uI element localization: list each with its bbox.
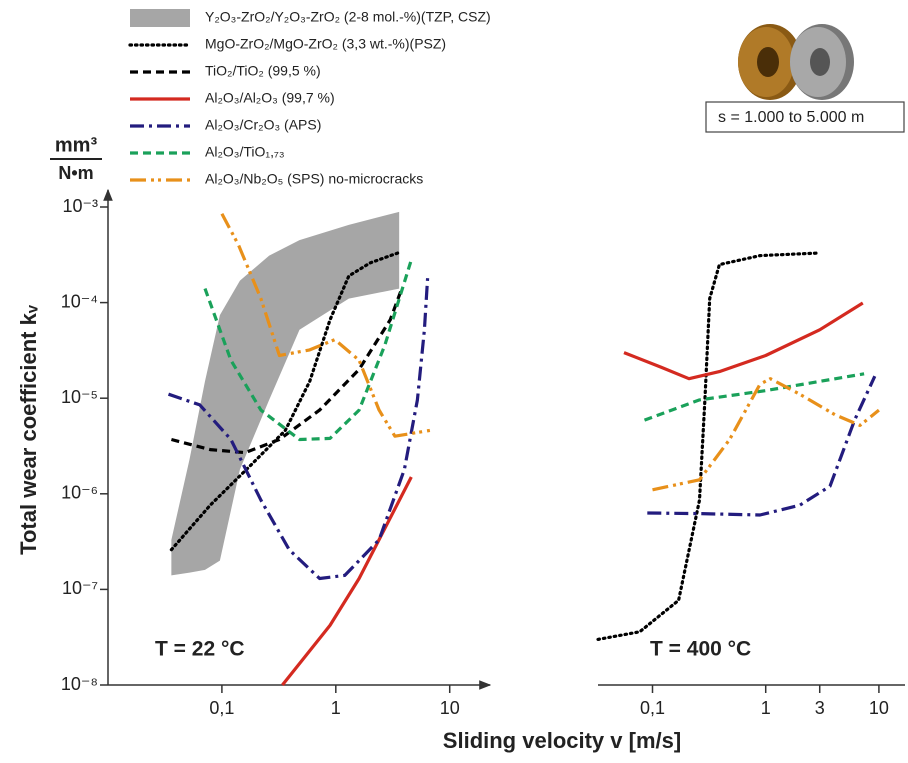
series-line [203,259,413,442]
series-line [169,251,400,552]
y-unit: N•m [58,163,93,183]
legend-label: Y₂O₃-ZrO₂/Y₂O₃-ZrO₂ (2-8 mol.-%)(TZP, CS… [205,9,491,25]
x-tick-label: 3 [815,698,825,718]
series-line [652,377,880,492]
legend-swatch [130,9,190,27]
series-line [647,375,877,517]
x-tick-label: 10 [440,698,460,718]
legend-label: TiO₂/TiO₂ (99,5 %) [205,63,321,79]
legend-label: MgO-ZrO₂/MgO-ZrO₂ (3,3 wt.-%)(PSZ) [205,36,446,52]
legend-label: Al₂O₃/Al₂O₃ (99,7 %) [205,90,335,106]
legend-label: Al₂O₃/TiO₁,₇₃ [205,144,285,160]
legend-label: Al₂O₃/Nb₂O₅ (SPS) no-microcracks [205,171,423,187]
x-tick-label: 0,1 [640,698,665,718]
legend-label: Al₂O₃/Cr₂O₃ (APS) [205,117,321,133]
y-tick-label: 10⁻⁵ [61,387,98,407]
series-line [623,301,864,381]
series-line [170,288,404,455]
series-line [167,278,430,581]
y-tick-label: 10⁻⁷ [62,578,98,598]
x-tick-label: 0,1 [209,698,234,718]
series-line [596,251,822,641]
series-line [220,212,431,438]
x-axis-label: Sliding velocity v [m/s] [443,728,681,753]
y-tick-label: 10⁻⁶ [61,483,98,503]
inset-icon [705,24,905,133]
series-line [281,476,413,686]
inset-label: s = 1.000 to 5.000 m [718,109,864,126]
panel-annotation: T = 400 °C [650,638,751,661]
y-tick-label: 10⁻⁴ [61,291,98,311]
x-tick-label: 1 [331,698,341,718]
y-axis-label: Total wear coefficient kᵥ [16,304,41,555]
x-tick-label: 1 [761,698,771,718]
series-line [643,372,865,422]
panel-annotation: T = 22 °C [155,638,245,661]
y-tick-label: 10⁻⁸ [61,674,98,694]
y-tick-label: 10⁻³ [62,196,98,216]
y-unit: mm³ [55,134,98,156]
band-area [171,211,400,576]
x-tick-label: 10 [869,698,889,718]
